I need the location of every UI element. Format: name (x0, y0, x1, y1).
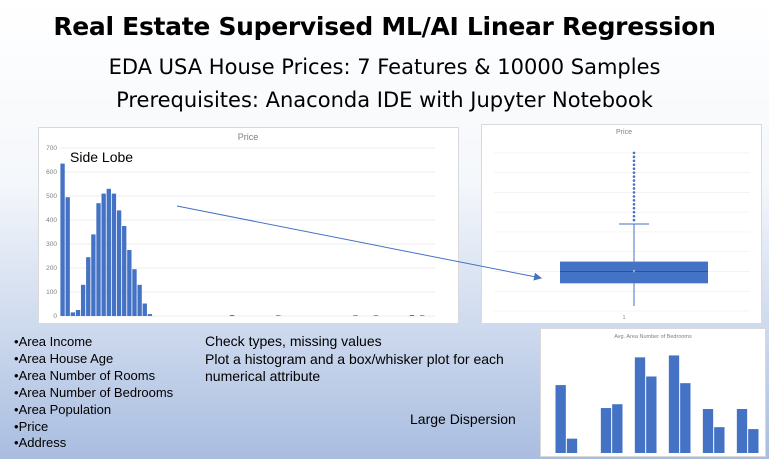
boxplot-outlier (632, 206, 636, 210)
bedrooms-bar (600, 408, 612, 453)
histogram-bar (70, 312, 76, 316)
price-histogram-title: Price (238, 132, 259, 142)
bedrooms-histogram-panel: Avg. Area Number of Bedrooms (540, 328, 766, 457)
price-boxplot-chart: Price × 1 (494, 129, 750, 321)
boxplot-outlier (632, 175, 636, 178)
note-plot-histogram: Plot a histogram and a box/whisker plot … (205, 350, 504, 385)
bedrooms-bar (612, 404, 623, 453)
bedrooms-bar (646, 376, 657, 453)
boxplot-box (560, 261, 708, 284)
boxplot-outlier (632, 179, 636, 182)
histogram-bar (80, 284, 86, 316)
boxplot-outlier (632, 218, 636, 222)
boxplot-outlier (632, 159, 636, 163)
feature-item: Area Number of Rooms (14, 368, 173, 385)
bedrooms-bar (634, 357, 646, 453)
histogram-bar (137, 284, 142, 316)
histogram-bar (106, 188, 111, 316)
feature-item: Price (14, 419, 173, 436)
slide-subtitle-prerequisites: Prerequisites: Anaconda IDE with Jupyter… (116, 88, 653, 112)
eda-notes: Check types, missing values Plot a histo… (205, 333, 545, 386)
histogram-bar (142, 303, 147, 316)
slide-title: Real Estate Supervised ML/AI Linear Regr… (53, 12, 716, 41)
boxplot-outlier (632, 191, 636, 194)
boxplot-outlier (632, 187, 636, 190)
histogram-bar (409, 315, 415, 316)
histogram-ytick-label: 600 (46, 169, 57, 176)
price-histogram-chart: Price 0 100 200 300 400 500 600 700 (46, 132, 435, 320)
histogram-bar (65, 197, 70, 316)
bedrooms-histogram-chart: Avg. Area Number of Bedrooms (555, 334, 759, 453)
feature-item: Area Population (14, 402, 173, 419)
boxplot-outlier (632, 171, 636, 174)
bedrooms-bar (680, 383, 691, 453)
histogram-ytick-label: 500 (46, 193, 57, 200)
boxplot-outlier (632, 199, 636, 202)
bedrooms-bar (714, 427, 725, 453)
bedrooms-histogram-title: Avg. Area Number of Bedrooms (614, 334, 692, 340)
bedrooms-bar (555, 385, 566, 453)
histogram-bar (373, 315, 379, 316)
histogram-bar (229, 315, 235, 316)
boxplot-outlier (632, 151, 636, 155)
boxplot-outlier (632, 163, 636, 167)
bedrooms-bar (668, 355, 680, 453)
boxplot-outlier (632, 210, 636, 214)
note-check-types: Check types, missing values (205, 333, 382, 349)
histogram-bar (127, 250, 132, 316)
histogram-bar (75, 310, 81, 316)
price-boxplot-panel: Price × 1 (481, 124, 762, 324)
histogram-bar (353, 315, 358, 316)
boxplot-outlier (632, 183, 636, 186)
histogram-bar (116, 210, 122, 316)
boxplot-outlier (632, 202, 636, 206)
histogram-bar (60, 163, 65, 316)
bedrooms-bar (566, 438, 578, 453)
side-lobe-annotation: Side Lobe (70, 149, 134, 165)
histogram-ytick-label: 100 (46, 289, 57, 296)
histogram-bar (91, 234, 96, 316)
feature-list: Area IncomeArea House AgeArea Number of … (14, 334, 174, 452)
boxplot-outlier (632, 214, 636, 218)
bedrooms-bar (748, 429, 759, 453)
feature-item: Area House Age (14, 351, 173, 368)
histogram-bar (276, 315, 281, 316)
price-boxplot-xlabel: 1 (623, 315, 626, 321)
histogram-bar (419, 315, 425, 316)
boxplot-outlier (632, 155, 636, 159)
slide-subtitle-dataset: EDA USA House Prices: 7 Features & 10000… (108, 55, 661, 79)
boxplot-outlier (632, 195, 636, 198)
histogram-ytick-label: 0 (53, 313, 57, 320)
histogram-bar (147, 314, 153, 316)
feature-item: Area Income (14, 334, 173, 351)
histogram-ytick-label: 700 (46, 145, 57, 152)
histogram-bar (132, 269, 137, 316)
histogram-bar (122, 226, 127, 316)
boxplot-outlier (632, 167, 636, 170)
large-dispersion-annotation: Large Dispersion (410, 411, 516, 427)
histogram-bar (101, 193, 106, 316)
histogram-bar (96, 203, 101, 316)
boxplot-mean-marker: × (633, 269, 636, 275)
histogram-ytick-label: 300 (46, 241, 57, 248)
feature-item: Address (14, 435, 173, 452)
price-boxplot-title: Price (616, 129, 632, 136)
histogram-bar (86, 257, 91, 316)
histogram-ytick-label: 200 (46, 265, 57, 272)
histogram-bar (111, 193, 117, 316)
bedrooms-bar (702, 409, 714, 453)
histogram-ytick-label: 400 (46, 217, 57, 224)
bedrooms-bar (736, 409, 748, 453)
feature-item: Area Number of Bedrooms (14, 385, 174, 402)
